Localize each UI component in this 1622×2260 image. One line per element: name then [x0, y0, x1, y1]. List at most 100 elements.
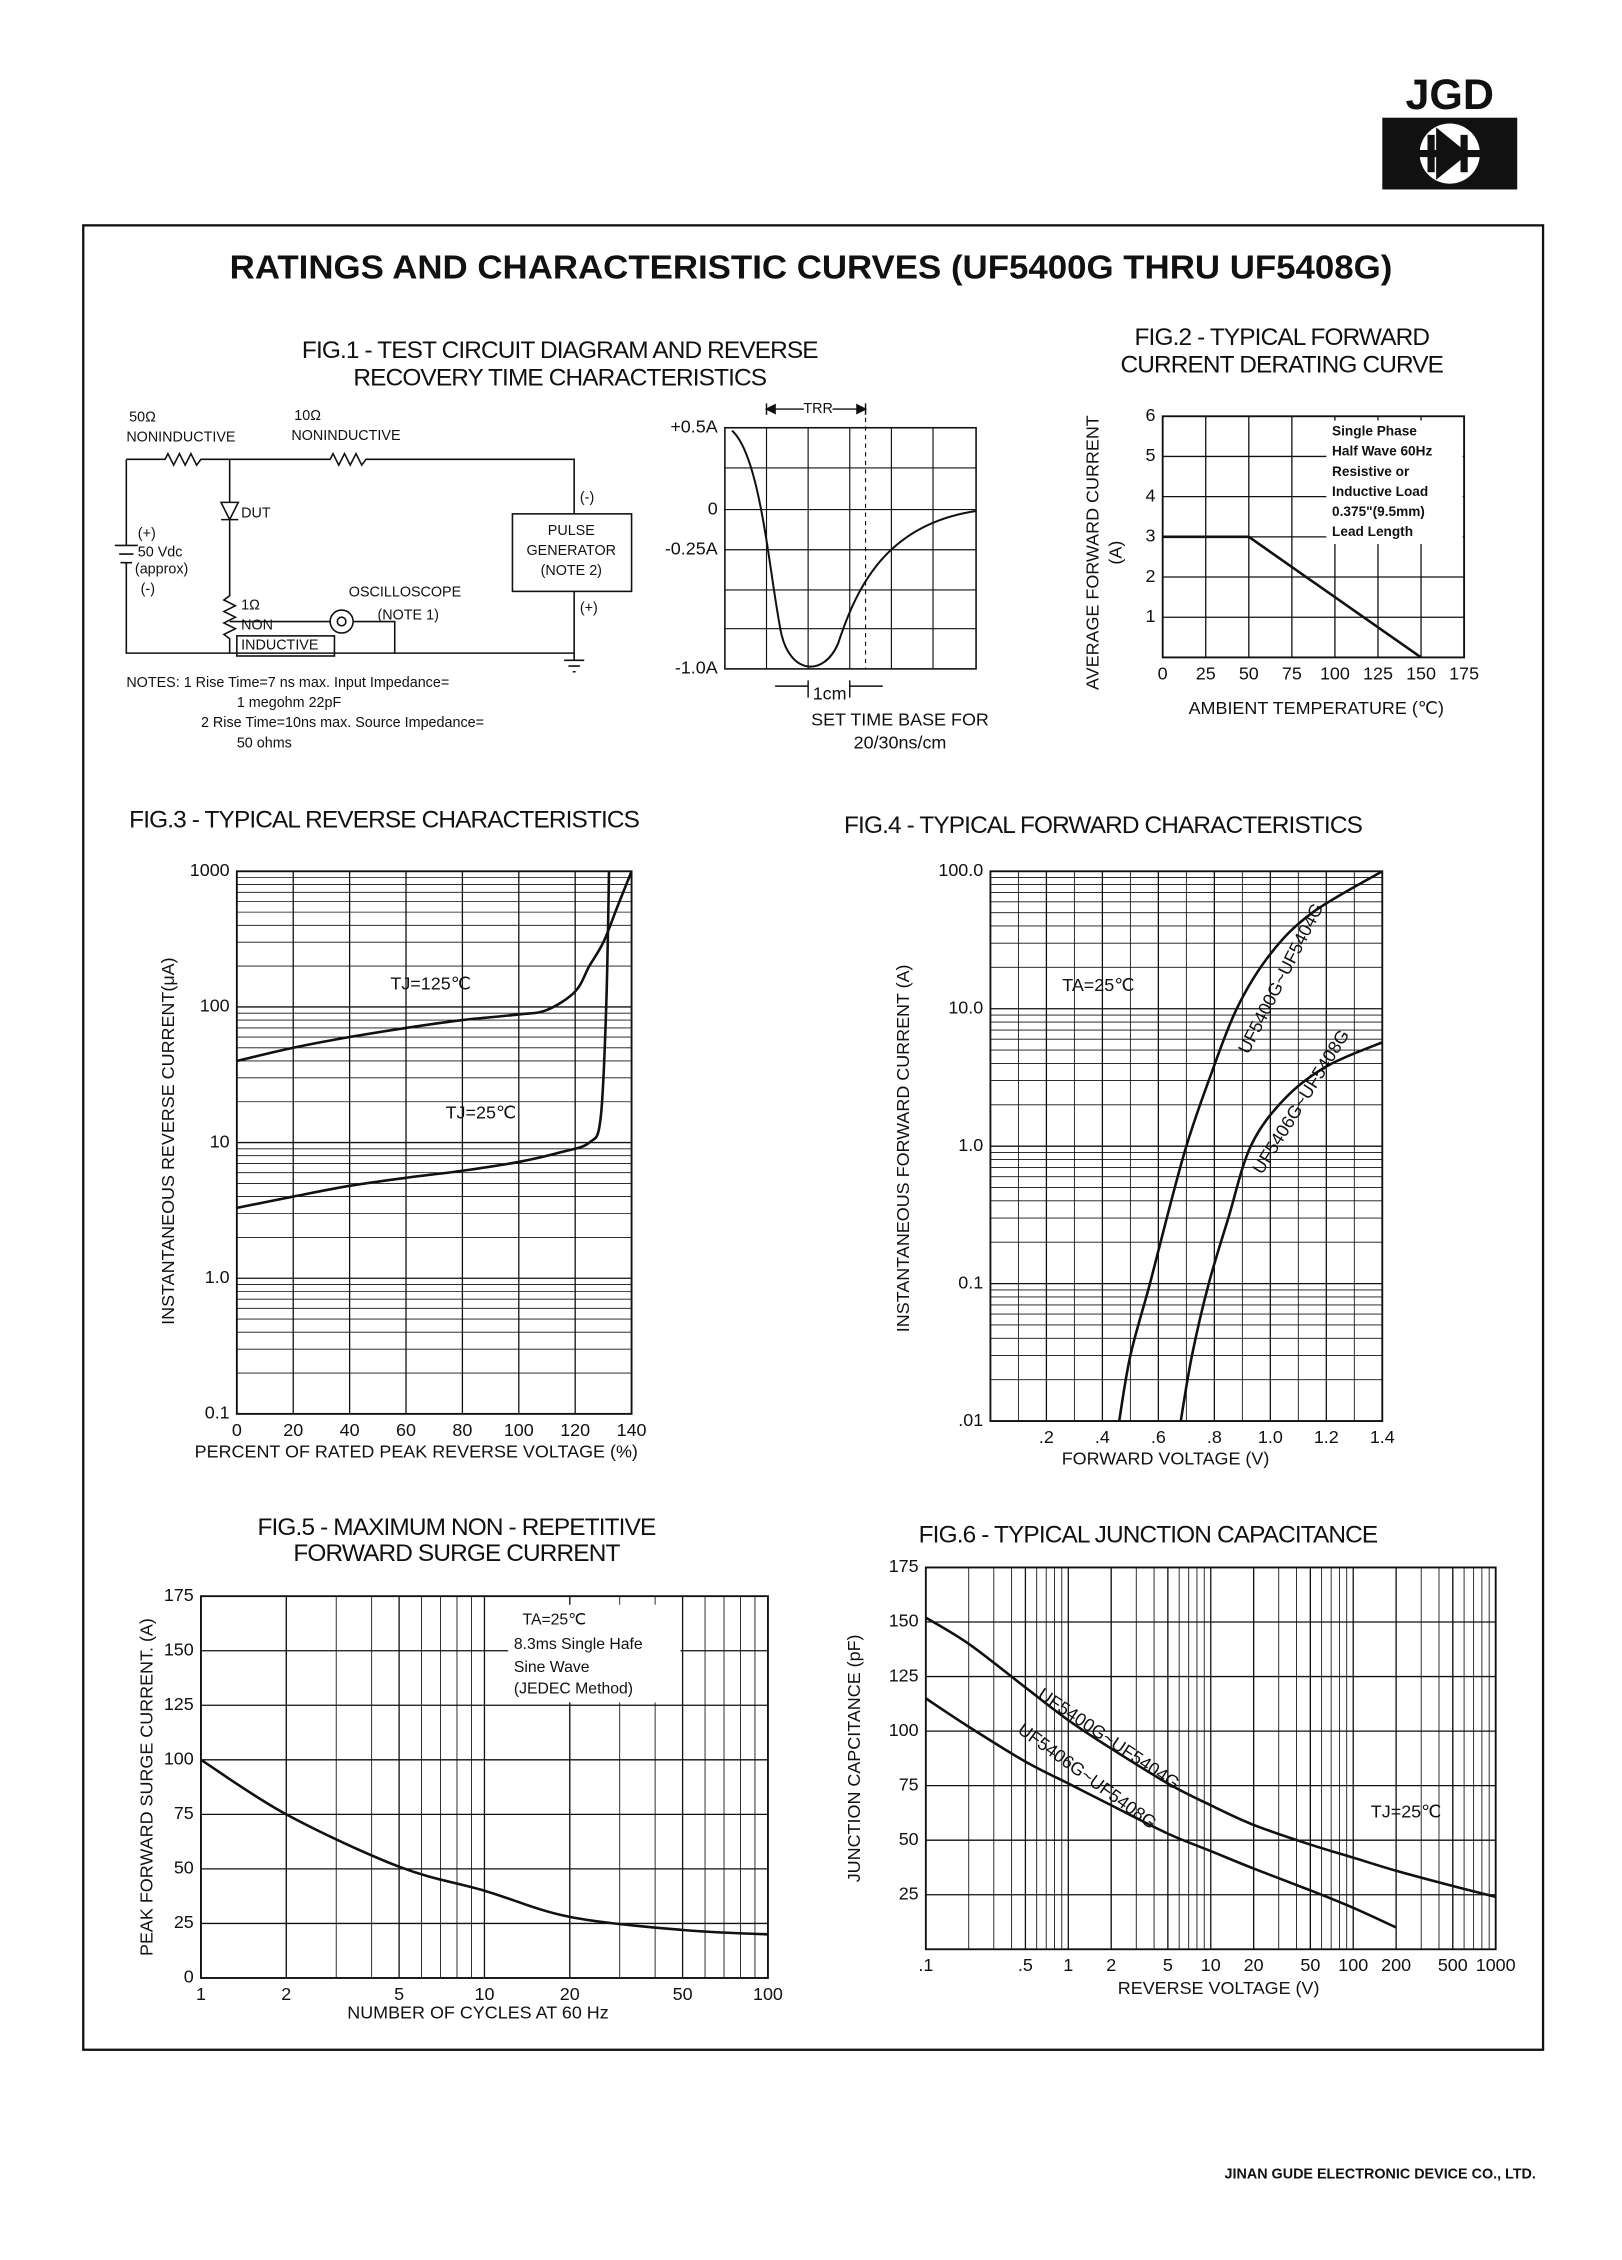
- x-tick-label: 100: [753, 1984, 783, 2004]
- figure-title: FIG.6 - TYPICAL JUNCTION CAPACITANCE: [919, 1521, 1378, 1548]
- waveform-frame: [724, 426, 977, 670]
- logo-text: JGD: [1405, 71, 1494, 119]
- note: 2 Rise Time=10ns max. Source Impedance=: [201, 715, 484, 731]
- curve: [200, 1758, 768, 1936]
- x-tick-label: 100: [504, 1420, 534, 1440]
- y-tick-label: 3: [1146, 526, 1156, 546]
- plot-frame: [989, 870, 1384, 1422]
- dut-label: DUT: [241, 506, 271, 522]
- x-tick-label: 20: [283, 1420, 303, 1440]
- x-axis-label: PERCENT OF RATED PEAK REVERSE VOLTAGE (%…: [195, 1441, 638, 1461]
- x-tick-label: 0: [232, 1420, 242, 1440]
- circuit-wiring: [114, 451, 585, 673]
- level-label: -1.0A: [675, 658, 718, 678]
- annotation-box: [1326, 420, 1463, 545]
- y-tick-label: 4: [1146, 485, 1156, 505]
- x-tick-label: .6: [1151, 1427, 1166, 1447]
- x-tick-label: 125: [1363, 663, 1393, 683]
- curve: [236, 871, 611, 1210]
- plot-frame: [200, 1595, 769, 1979]
- source-label: (-): [141, 582, 155, 598]
- x-tick-label: 100: [1320, 663, 1350, 683]
- y-tick-label: 0: [184, 1967, 194, 1987]
- scope-label: (NOTE 1): [378, 608, 439, 624]
- y-tick-label: 0.1: [205, 1403, 230, 1423]
- y-axis-label: PEAK FORWARD SURGE CURRENT. (A): [137, 1618, 157, 1956]
- circuit-diagram: 50Ω NONINDUCTIVE 10Ω NONINDUCTIVE (+) 50…: [114, 408, 633, 751]
- x-tick-label: 40: [340, 1420, 360, 1440]
- y-tick-label: 6: [1146, 405, 1156, 425]
- x-axis-label: REVERSE VOLTAGE (V): [1118, 1978, 1320, 1998]
- y-axis-label: AVERAGE FORWARD CURRENT: [1083, 415, 1103, 690]
- polarity-label: (+): [580, 600, 598, 616]
- y-tick-label: 150: [889, 1611, 919, 1631]
- y-tick-label: 125: [164, 1694, 194, 1714]
- annotation: Single Phase: [1332, 424, 1417, 439]
- chart: FIG.4 - TYPICAL FORWARD CHARACTERISTICS I…: [844, 812, 1395, 1468]
- y-tick-label: 75: [174, 1803, 194, 1823]
- x-tick-label: 100: [1338, 1955, 1368, 1975]
- y-tick-label: 1.0: [958, 1135, 983, 1155]
- plot-frame: [1161, 415, 1466, 659]
- annotation: 0.375"(9.5mm): [1332, 504, 1425, 519]
- curve-label: TJ=125℃: [390, 973, 470, 993]
- y-tick-label: 0.1: [958, 1272, 983, 1292]
- annotation: TA=25℃: [522, 1612, 585, 1629]
- x-tick-label: 10: [1201, 1955, 1221, 1975]
- generator-label: GENERATOR: [527, 543, 617, 559]
- figure-title: FIG.4 - TYPICAL FORWARD CHARACTERISTICS: [844, 812, 1363, 839]
- y-tick-label: 100.0: [938, 860, 983, 880]
- x-tick-label: 175: [1449, 663, 1479, 683]
- resistor-label: NONINDUCTIVE: [126, 430, 235, 446]
- figure-title: FIG.3 - TYPICAL REVERSE CHARACTERISTICS: [129, 807, 639, 834]
- x-tick-label: 20: [560, 1984, 580, 2004]
- x-axis-label: FORWARD VOLTAGE (V): [1062, 1449, 1270, 1469]
- annotation: Sine Wave: [514, 1659, 590, 1676]
- x-axis-label: AMBIENT TEMPERATURE (℃): [1189, 698, 1444, 718]
- x-tick-label: 50: [1239, 663, 1259, 683]
- x-tick-label: 140: [617, 1420, 647, 1440]
- scale-label: 1cm: [813, 683, 847, 703]
- note: 50 ohms: [237, 735, 292, 751]
- footer: JINAN GUDE ELECTRONIC DEVICE CO., LTD.: [1225, 2166, 1536, 2182]
- x-tick-label: 1.0: [1258, 1427, 1283, 1447]
- y-tick-label: 150: [164, 1639, 194, 1659]
- x-tick-label: .5: [1018, 1955, 1033, 1975]
- y-tick-label: 125: [889, 1665, 919, 1685]
- level-label: -0.25A: [665, 538, 718, 558]
- x-tick-label: 5: [1163, 1955, 1173, 1975]
- caption: 20/30ns/cm: [854, 732, 947, 752]
- figure-title: RECOVERY TIME CHARACTERISTICS: [353, 364, 766, 391]
- annotation: Resistive or: [1332, 464, 1410, 479]
- page-content: JGD RATINGS AND CHARACTERISTIC CURVES (U…: [82, 71, 1545, 2182]
- annotation: 8.3ms Single Hafe: [514, 1636, 643, 1653]
- pulse-generator-box: [511, 513, 633, 593]
- chart: FIG.5 - MAXIMUM NON - REPETITIVEFORWARD …: [137, 1514, 783, 2022]
- x-tick-label: 50: [1300, 1955, 1320, 1975]
- x-tick-label: .8: [1207, 1427, 1222, 1447]
- logo-diode: [1399, 127, 1500, 180]
- y-tick-label: 5: [1146, 445, 1156, 465]
- x-tick-label: 1: [196, 1984, 206, 2004]
- y-axis-label: (A): [1105, 541, 1125, 565]
- x-tick-label: 5: [394, 1984, 404, 2004]
- plot-frame: [924, 1566, 1497, 1951]
- x-tick-label: 2: [281, 1984, 291, 2004]
- x-tick-label: 1.2: [1314, 1427, 1339, 1447]
- x-tick-label: 75: [1282, 663, 1302, 683]
- y-tick-label: 100: [889, 1720, 919, 1740]
- generator-label: (NOTE 2): [541, 563, 602, 579]
- y-tick-label: 1: [1146, 606, 1156, 626]
- figure-title: FORWARD SURGE CURRENT: [293, 1540, 620, 1567]
- x-tick-label: 60: [396, 1420, 416, 1440]
- annotation: Half Wave 60Hz: [1332, 444, 1432, 459]
- figure-title: CURRENT DERATING CURVE: [1121, 351, 1444, 378]
- level-label: +0.5A: [670, 416, 717, 436]
- curve: [1117, 871, 1383, 1422]
- resistor-label: 10Ω: [294, 408, 321, 424]
- inductive-box: [236, 635, 336, 657]
- figure-title: FIG.5 - MAXIMUM NON - REPETITIVE: [257, 1514, 656, 1541]
- y-tick-label: 1.0: [205, 1267, 230, 1287]
